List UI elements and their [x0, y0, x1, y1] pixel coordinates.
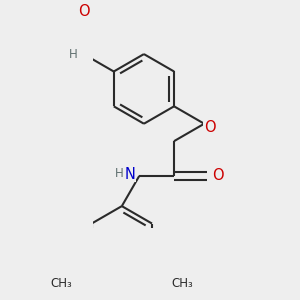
Text: O: O — [78, 4, 89, 19]
Text: H: H — [115, 167, 124, 180]
Text: H: H — [69, 49, 77, 62]
Text: O: O — [204, 120, 215, 135]
Text: CH₃: CH₃ — [171, 277, 193, 290]
Text: CH₃: CH₃ — [51, 277, 72, 290]
Text: O: O — [212, 169, 224, 184]
Text: N: N — [124, 167, 135, 182]
